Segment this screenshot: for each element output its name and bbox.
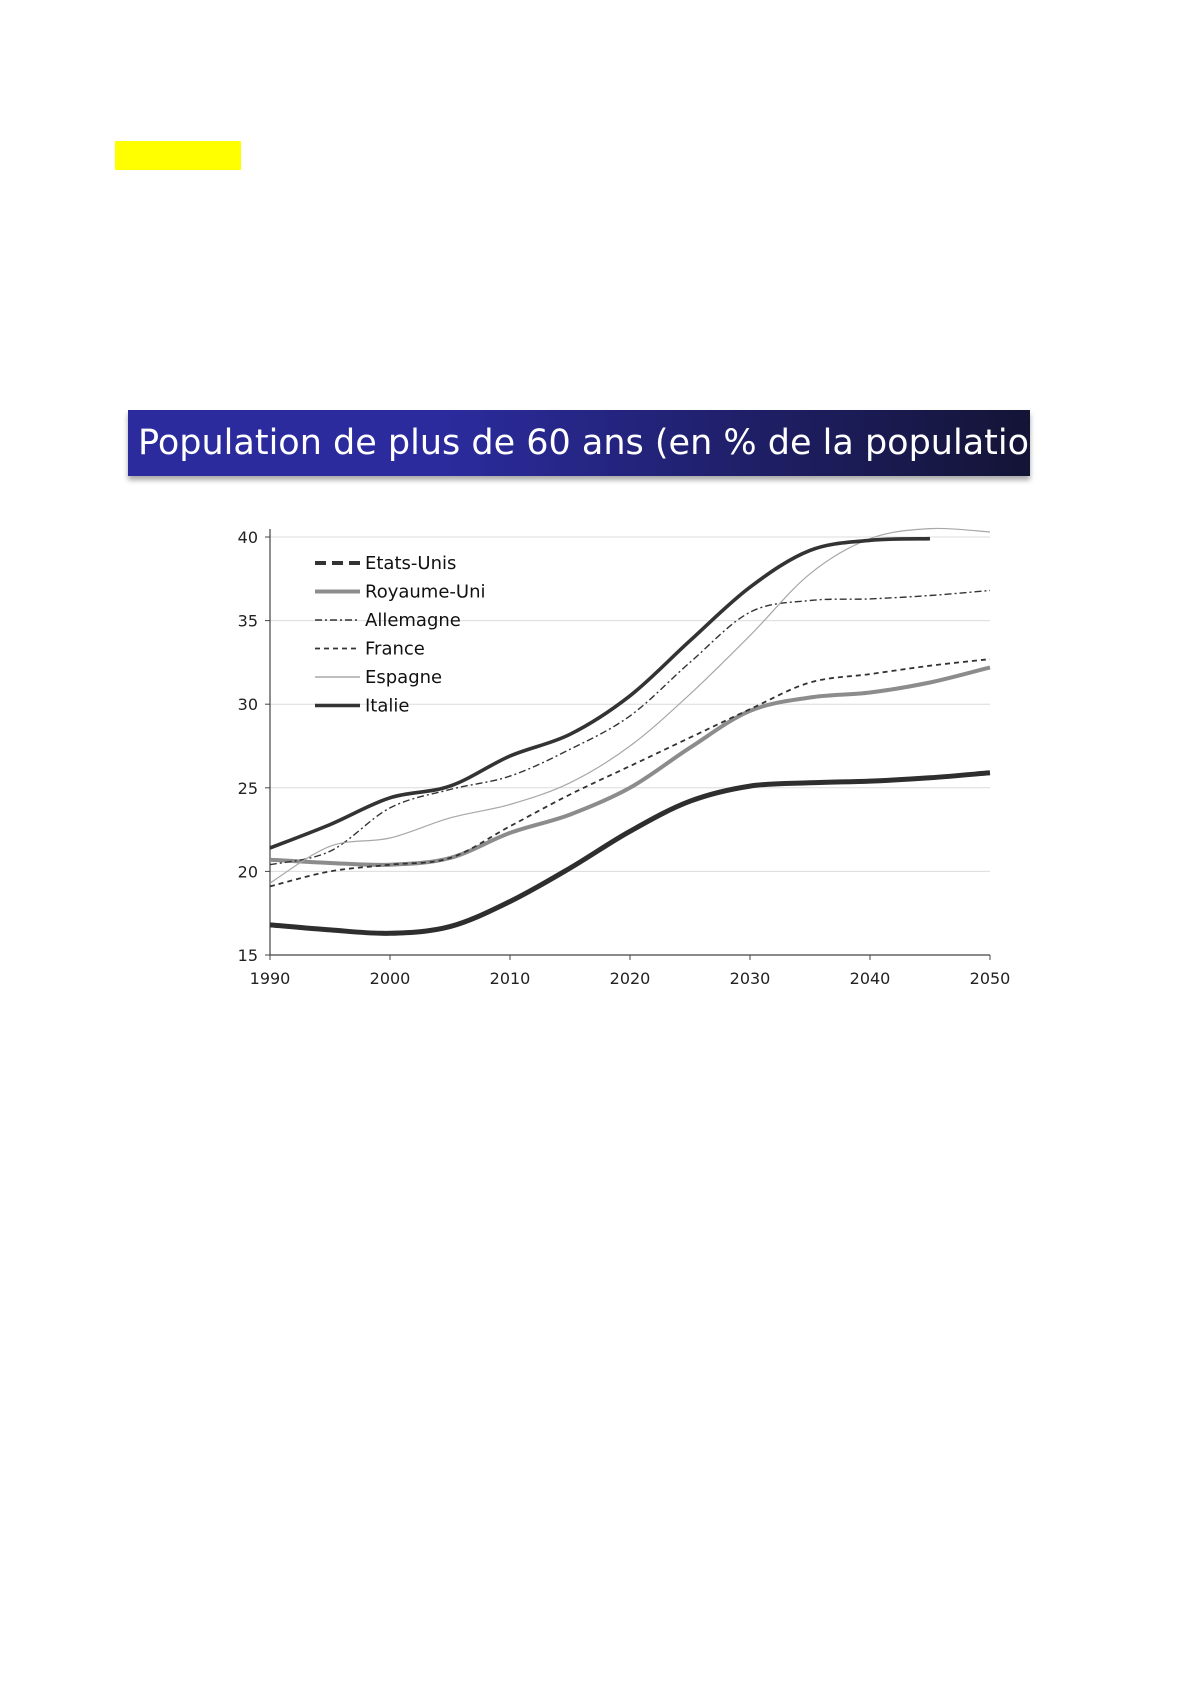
legend-label-italie: Italie xyxy=(365,696,409,717)
x-tick-label-2050: 2050 xyxy=(970,969,1010,988)
series-line-unlabeled xyxy=(269,770,991,936)
series-line-france xyxy=(269,658,991,888)
y-tick-label-15: 15 xyxy=(238,946,258,965)
x-tick-label-2000: 2000 xyxy=(370,969,411,988)
legend-label-france: France xyxy=(365,639,425,660)
x-tick-label-1990: 1990 xyxy=(250,969,291,988)
x-tick-label-2020: 2020 xyxy=(610,969,651,988)
y-tick-label-30: 30 xyxy=(238,695,258,714)
slide-title: Population de plus de 60 ans (en % de la… xyxy=(138,423,1030,463)
y-tick-label-40: 40 xyxy=(238,528,258,547)
legend-label-espagne: Espagne xyxy=(365,667,442,688)
legend: Etats-Unis Royaume-Uni Allemagne France Espa… xyxy=(315,553,486,717)
legend-label-royaume-uni: Royaume-Uni xyxy=(365,582,486,603)
yellow-highlight-box xyxy=(115,141,241,170)
series-line-royaume-uni xyxy=(269,665,991,867)
legend-label-allemagne: Allemagne xyxy=(365,610,461,631)
x-tick-label-2040: 2040 xyxy=(850,969,891,988)
legend-label-etats-unis: Etats-Unis xyxy=(365,553,456,574)
x-tick-label-2030: 2030 xyxy=(730,969,771,988)
x-tick-label-2010: 2010 xyxy=(490,969,531,988)
y-tick-label-35: 35 xyxy=(238,612,258,631)
series-line-italie xyxy=(269,536,931,850)
line-chart: 15 20 25 30 35 40 1990 2000 2010 2020 2030 2040 2050… xyxy=(238,527,1010,988)
y-tick-label-25: 25 xyxy=(238,779,258,798)
y-tick-label-20: 20 xyxy=(238,862,258,881)
series-line-allemagne xyxy=(269,589,991,866)
slide-title-banner: Population de plus de 60 ans (en % de la… xyxy=(128,410,1030,476)
chart-container: 15 20 25 30 35 40 1990 2000 2010 2020 2030 2040 2050… xyxy=(210,510,1010,1020)
